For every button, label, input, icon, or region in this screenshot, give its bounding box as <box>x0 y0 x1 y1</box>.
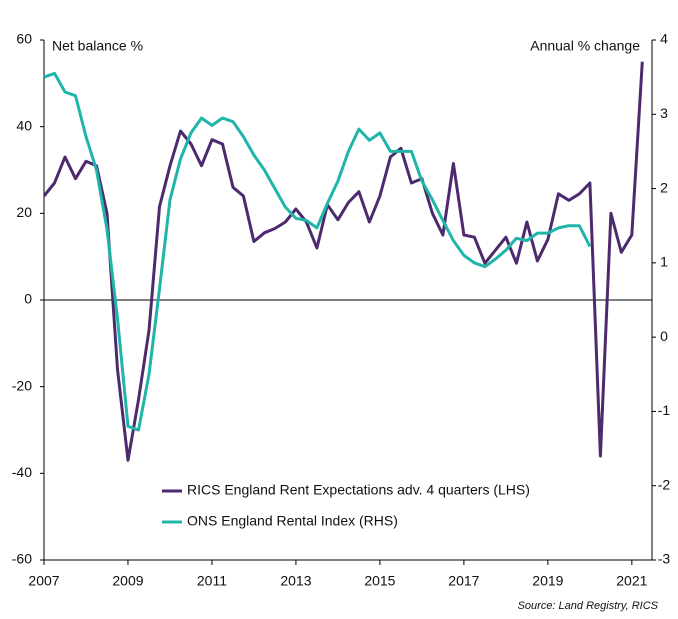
y2-axis-label: Annual % change <box>530 38 640 54</box>
series-line <box>43 71 592 432</box>
x-tick-label: 2013 <box>280 573 311 589</box>
x-tick-label: 2007 <box>28 573 59 589</box>
x-tick-label: 2019 <box>532 573 563 589</box>
y-tick-label: 40 <box>16 117 32 133</box>
y2-tick-label: -2 <box>658 476 671 492</box>
x-tick-label: 2015 <box>364 573 395 589</box>
series-line <box>42 61 644 462</box>
y-axis-label: Net balance % <box>52 38 143 54</box>
y2-tick-label: -3 <box>658 551 671 567</box>
y-tick-label: 60 <box>16 31 32 47</box>
y-tick-label: -40 <box>12 464 32 480</box>
y2-tick-label: 2 <box>660 179 668 195</box>
y-tick-label: 20 <box>16 204 32 220</box>
y2-tick-label: 3 <box>660 105 668 121</box>
y2-tick-label: 1 <box>660 254 668 270</box>
y-tick-label: 0 <box>24 291 32 307</box>
source: Source: Land Registry, RICS <box>518 600 659 612</box>
legend-label: ONS England Rental Index (RHS) <box>187 513 398 529</box>
x-tick-label: 2011 <box>197 573 227 589</box>
x-tick-label: 2009 <box>112 573 143 589</box>
y-tick-label: -60 <box>12 551 32 567</box>
legend-label: RICS England Rent Expectations adv. 4 qu… <box>187 482 530 498</box>
y-tick-label: -20 <box>12 377 32 393</box>
y2-tick-label: 4 <box>660 31 668 47</box>
y2-tick-label: 0 <box>660 328 668 344</box>
x-tick-label: 2017 <box>448 573 479 589</box>
x-tick-label: 2021 <box>616 573 647 589</box>
y2-tick-label: -1 <box>658 402 671 418</box>
